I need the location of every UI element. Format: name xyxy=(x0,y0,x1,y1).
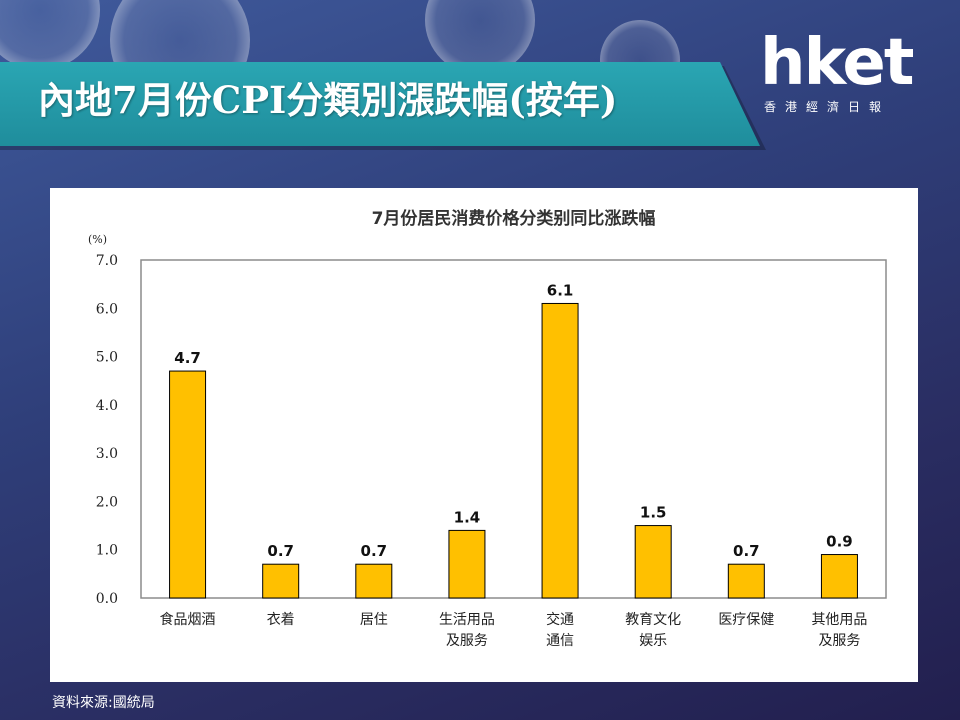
bar xyxy=(169,370,207,599)
logo-wordmark: hket xyxy=(760,26,914,100)
bar-value-label: 1.5 xyxy=(640,504,667,522)
bar-value-label: 0.7 xyxy=(267,542,294,560)
bar xyxy=(727,563,765,599)
x-tick-label: 及服务 xyxy=(818,633,860,649)
x-tick-label: 衣着 xyxy=(267,612,295,628)
y-tick-label: 5.0 xyxy=(96,350,118,366)
bar xyxy=(541,302,579,599)
y-tick-label: 6.0 xyxy=(96,301,118,317)
bar-value-label: 0.9 xyxy=(826,533,853,551)
bar xyxy=(448,529,486,599)
bar-value-label: 6.1 xyxy=(547,281,574,299)
x-tick-label: 居住 xyxy=(360,612,388,628)
bar xyxy=(355,563,393,599)
x-tick-label: 教育文化 xyxy=(625,612,681,628)
bar-value-label: 0.7 xyxy=(361,542,388,560)
x-tick-label: 医疗保健 xyxy=(718,612,774,628)
y-axis-unit: (%) xyxy=(88,233,107,246)
x-tick-label: 生活用品 xyxy=(439,612,495,628)
x-tick-label: 及服务 xyxy=(446,633,488,649)
bar xyxy=(262,563,300,599)
y-tick-label: 2.0 xyxy=(96,494,118,510)
x-tick-label: 食品烟酒 xyxy=(160,611,216,628)
title-banner xyxy=(0,62,760,146)
y-tick-label: 1.0 xyxy=(96,543,118,559)
bar xyxy=(820,554,858,599)
bar xyxy=(634,525,672,599)
bar-value-label: 1.4 xyxy=(454,508,481,526)
plot-frame xyxy=(140,259,887,599)
page-headline: 內地7月份CPI分類別漲跌幅(按年) xyxy=(38,78,618,122)
y-tick-label: 4.0 xyxy=(96,398,118,414)
bar-value-label: 0.7 xyxy=(733,542,760,560)
y-tick-label: 3.0 xyxy=(96,446,118,462)
logo-subtitle: 香港經濟日報 xyxy=(764,100,891,114)
bar-chart: 7月份居民消费价格分类别同比涨跌幅 (%) 7.0 6.0 5.0 4.0 3.0 2.0 1.… xyxy=(88,208,887,649)
hket-logo: hket 香港經濟日報 xyxy=(760,28,930,118)
x-tick-label: 其他用品 xyxy=(811,612,867,628)
chart-title: 7月份居民消费价格分类别同比涨跌幅 xyxy=(372,208,656,229)
x-tick-label: 娱乐 xyxy=(639,633,667,649)
source-note: 資料來源:國統局 xyxy=(52,695,155,711)
x-tick-label: 交通 xyxy=(546,611,574,628)
y-tick-label: 7.0 xyxy=(96,253,118,269)
y-tick-label: 0.0 xyxy=(96,591,118,607)
x-tick-label: 通信 xyxy=(546,633,574,649)
bar-value-label: 4.7 xyxy=(174,349,201,367)
chart-panel: 7月份居民消费价格分类别同比涨跌幅 (%) 7.0 6.0 5.0 4.0 3.0 2.0 1.… xyxy=(50,188,918,682)
